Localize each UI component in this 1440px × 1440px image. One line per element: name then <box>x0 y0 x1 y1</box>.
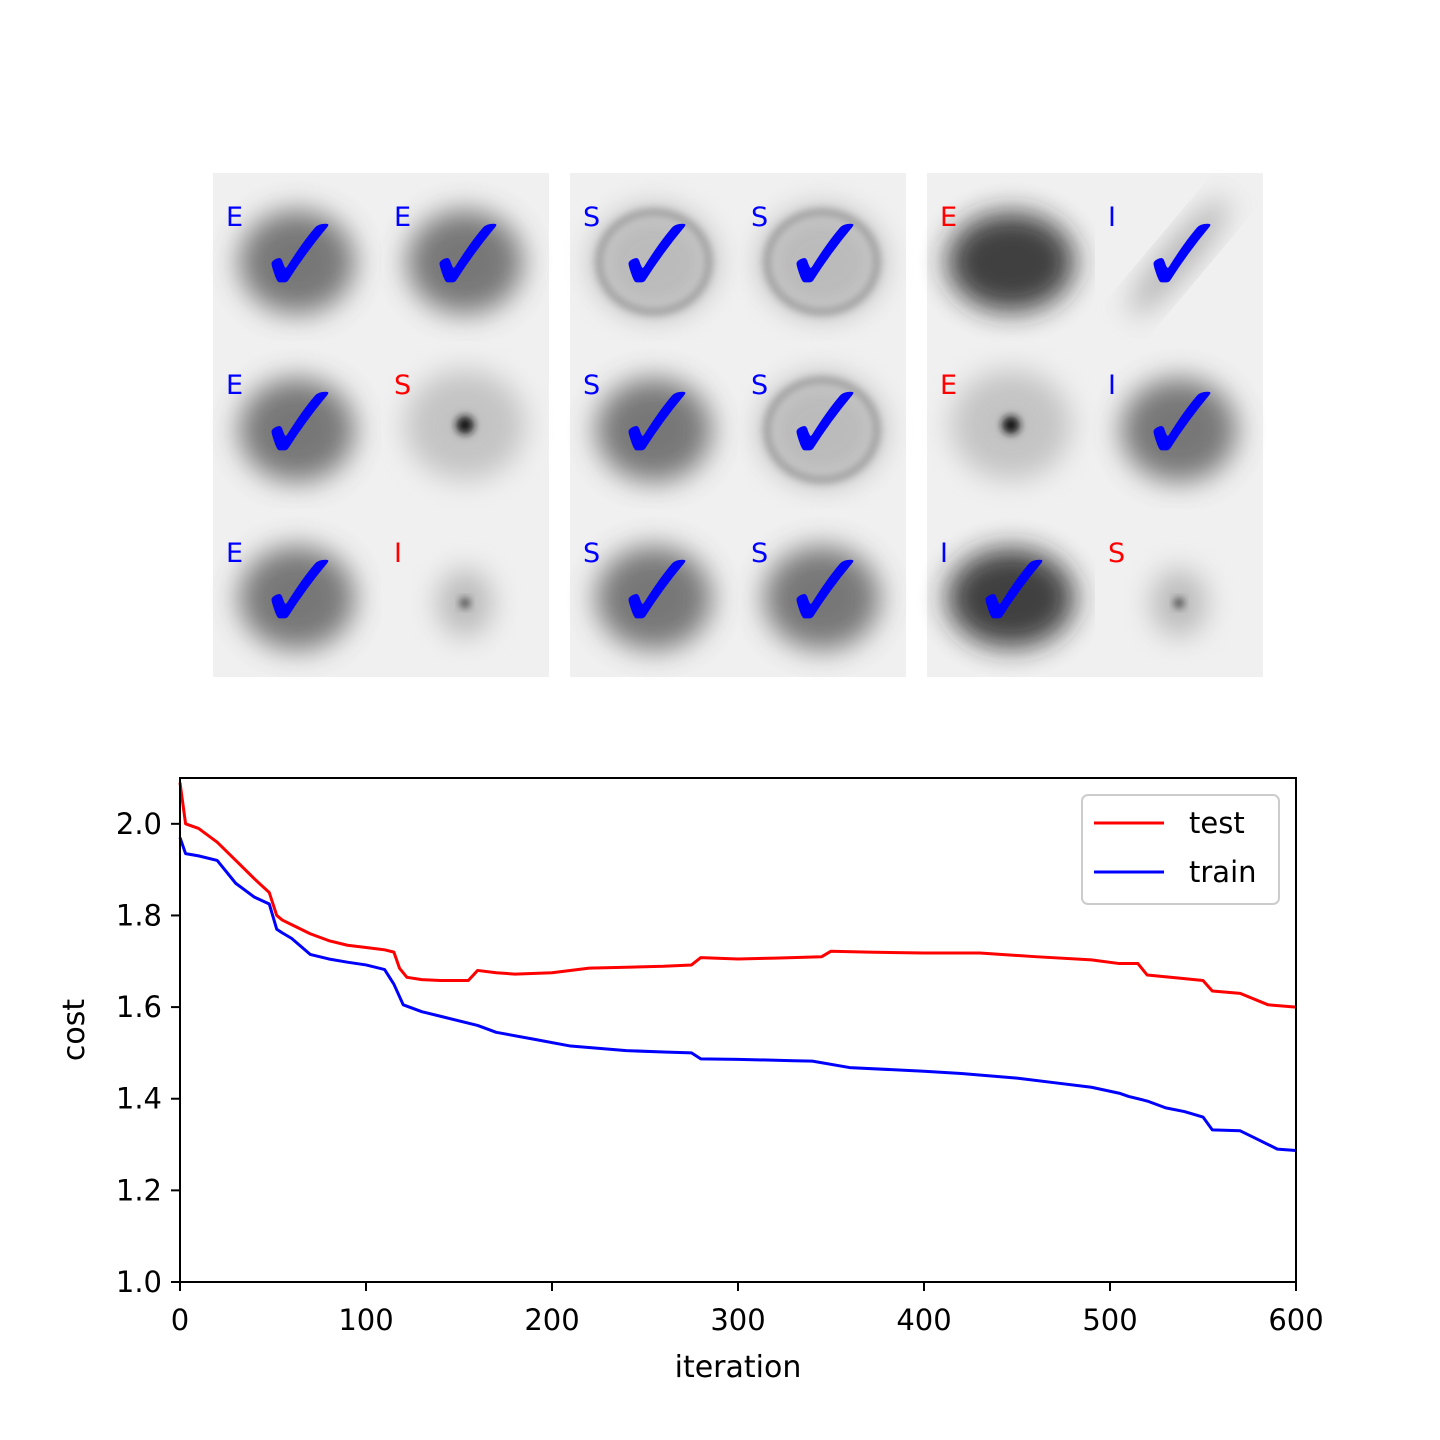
galaxy-thumbnail: I <box>381 509 549 677</box>
checkmark-icon: ✓ <box>612 359 704 487</box>
galaxy-thumbnail: E ✓ <box>213 509 381 677</box>
galaxy-class-label: S <box>1108 538 1125 569</box>
checkmark-icon: ✓ <box>423 191 515 319</box>
legend-label-test: test <box>1189 806 1245 840</box>
y-tick-label: 1.6 <box>116 990 162 1024</box>
x-tick-label: 0 <box>171 1303 189 1337</box>
galaxy-class-label: E <box>226 370 243 401</box>
galaxy-blob <box>239 378 355 482</box>
galaxy-core <box>1174 598 1184 608</box>
checkmark-icon: ✓ <box>1137 359 1229 487</box>
x-tick-label: 400 <box>896 1303 951 1337</box>
legend: test train <box>1081 794 1280 905</box>
y-tick-label: 1.2 <box>116 1173 162 1207</box>
galaxy-class-label: I <box>1108 202 1116 233</box>
galaxy-blob <box>760 206 884 318</box>
checkmark-icon: ✓ <box>255 191 347 319</box>
y-tick-label: 1.4 <box>116 1082 162 1116</box>
galaxy-class-label: S <box>751 538 768 569</box>
x-tick-label: 200 <box>524 1303 579 1337</box>
checkmark-icon: ✓ <box>1137 191 1229 319</box>
x-tick-label: 600 <box>1268 1303 1323 1337</box>
galaxy-blob <box>1129 198 1229 316</box>
series-line-train <box>178 837 1297 1152</box>
galaxy-ring <box>596 209 712 315</box>
galaxy-blob <box>760 374 884 486</box>
galaxy-panel: E I ✓E I ✓I ✓ S <box>927 173 1263 677</box>
cost-plot: 0 100 200 300 400 500 600 1.0 1.2 1.4 1.6 1.8 2.0 ite… <box>57 777 1324 1385</box>
galaxy-blob <box>596 378 712 482</box>
galaxy-class-label: S <box>751 370 768 401</box>
galaxy-blob <box>592 206 716 318</box>
y-tick-label: 1.8 <box>116 898 162 932</box>
galaxy-class-label: S <box>583 538 600 569</box>
galaxy-thumbnail: E ✓ <box>213 341 381 509</box>
galaxy-core <box>460 598 470 608</box>
x-tick-label: 300 <box>710 1303 765 1337</box>
galaxy-ring <box>764 377 880 483</box>
series-line-test <box>178 782 1297 1009</box>
galaxy-blob <box>407 210 523 314</box>
galaxy-thumbnail: S ✓ <box>570 509 738 677</box>
galaxy-blob <box>596 546 712 650</box>
y-tick-label: 2.0 <box>116 807 162 841</box>
galaxy-blob <box>947 548 1075 648</box>
galaxy-class-label: E <box>226 202 243 233</box>
galaxy-thumbnail: S <box>1095 509 1263 677</box>
galaxy-class-label: E <box>394 202 411 233</box>
galaxy-thumbnail: E ✓ <box>213 173 381 341</box>
checkmark-icon: ✓ <box>780 191 872 319</box>
galaxy-thumbnail: S <box>381 341 549 509</box>
galaxy-blob <box>947 212 1075 312</box>
x-axis-label: iteration <box>675 1350 802 1385</box>
y-axis-label: cost <box>57 999 92 1061</box>
checkmark-icon: ✓ <box>780 527 872 655</box>
galaxy-blob <box>1121 378 1237 482</box>
galaxy-thumbnail: I ✓ <box>927 509 1095 677</box>
x-tick-label: 500 <box>1082 1303 1137 1337</box>
galaxy-thumbnail: S ✓ <box>570 173 738 341</box>
galaxy-class-label: I <box>1108 370 1116 401</box>
checkmark-icon: ✓ <box>612 191 704 319</box>
galaxy-class-label: I <box>940 538 948 569</box>
galaxy-ring <box>764 209 880 315</box>
checkmark-icon: ✓ <box>255 527 347 655</box>
galaxy-class-label: S <box>751 202 768 233</box>
galaxy-core <box>456 416 474 434</box>
galaxy-thumbnail: S ✓ <box>570 341 738 509</box>
galaxy-class-label: S <box>394 370 411 401</box>
galaxy-thumbnail: E <box>927 341 1095 509</box>
legend-label-train: train <box>1189 855 1257 889</box>
galaxy-thumbnail: I ✓ <box>1095 173 1263 341</box>
galaxy-image-grid: E ✓ E ✓E ✓ SE ✓ IS ✓ S ✓S ✓ S ✓S ✓ S ✓E I ✓E I ✓I ✓ S <box>213 173 1263 677</box>
x-tick-label: 100 <box>338 1303 393 1337</box>
galaxy-thumbnail: S ✓ <box>738 341 906 509</box>
galaxy-thumbnail: E <box>927 173 1095 341</box>
galaxy-class-label: E <box>940 370 957 401</box>
checkmark-icon: ✓ <box>612 527 704 655</box>
checkmark-icon: ✓ <box>969 527 1061 655</box>
galaxy-thumbnail: I ✓ <box>1095 341 1263 509</box>
y-tick-label: 1.0 <box>116 1265 162 1299</box>
galaxy-core <box>1002 416 1020 434</box>
galaxy-blob <box>239 210 355 314</box>
galaxy-blob <box>764 546 880 650</box>
galaxy-class-label: E <box>226 538 243 569</box>
galaxy-class-label: I <box>394 538 402 569</box>
galaxy-thumbnail: S ✓ <box>738 509 906 677</box>
galaxy-panel: S ✓ S ✓S ✓ S ✓S ✓ S ✓ <box>570 173 906 677</box>
galaxy-class-label: S <box>583 370 600 401</box>
galaxy-thumbnail: S ✓ <box>738 173 906 341</box>
galaxy-class-label: S <box>583 202 600 233</box>
checkmark-icon: ✓ <box>255 359 347 487</box>
galaxy-blob <box>239 546 355 650</box>
galaxy-class-label: E <box>940 202 957 233</box>
galaxy-panel: E ✓ E ✓E ✓ SE ✓ I <box>213 173 549 677</box>
checkmark-icon: ✓ <box>780 359 872 487</box>
galaxy-thumbnail: E ✓ <box>381 173 549 341</box>
